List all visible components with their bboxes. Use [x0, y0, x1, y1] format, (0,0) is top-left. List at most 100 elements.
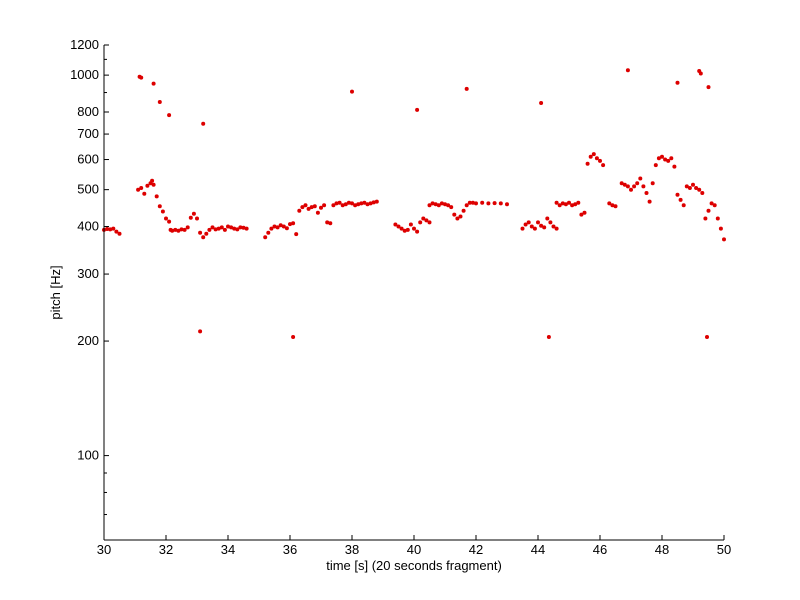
data-point — [424, 218, 429, 223]
x-tick-label: 36 — [283, 542, 297, 557]
data-point — [706, 208, 711, 213]
data-point — [520, 226, 525, 231]
data-point — [275, 225, 280, 230]
data-point — [117, 231, 122, 236]
data-point — [492, 201, 497, 206]
data-point — [632, 184, 637, 189]
data-point — [709, 201, 714, 206]
data-point — [170, 228, 175, 233]
data-point — [629, 187, 633, 192]
y-tick-label: 400 — [77, 219, 99, 234]
data-point — [567, 200, 571, 205]
data-point — [427, 220, 432, 225]
data-point — [601, 163, 606, 168]
data-point — [698, 71, 703, 76]
data-point — [167, 219, 172, 224]
data-point — [638, 176, 643, 181]
data-point — [204, 231, 209, 236]
data-point — [139, 186, 144, 190]
data-point — [198, 329, 203, 334]
data-point — [464, 203, 469, 208]
data-point — [542, 225, 547, 230]
data-point — [421, 216, 426, 221]
data-point — [697, 187, 702, 192]
data-point — [216, 226, 221, 231]
y-tick-label: 500 — [77, 182, 99, 197]
data-point — [244, 226, 249, 231]
data-point — [154, 194, 159, 199]
data-point — [666, 158, 671, 163]
data-point — [219, 225, 224, 230]
data-point — [660, 154, 664, 159]
data-point — [653, 163, 658, 168]
data-point — [669, 156, 674, 161]
data-point — [353, 203, 358, 208]
data-point — [585, 161, 590, 166]
data-point — [498, 201, 503, 206]
data-point — [334, 201, 339, 206]
data-point — [446, 203, 451, 208]
data-point — [464, 86, 469, 91]
y-ticks: 100 200 300 400 500 600 700 800 1000 1200 — [70, 37, 109, 516]
data-point — [210, 225, 215, 230]
data-point — [408, 222, 413, 227]
data-point — [703, 216, 708, 221]
data-point — [399, 226, 404, 231]
data-point — [365, 202, 370, 207]
data-point — [443, 202, 447, 207]
y-tick-label: 1000 — [70, 67, 99, 82]
data-point — [238, 225, 243, 230]
data-point — [266, 230, 271, 235]
data-point — [191, 211, 196, 216]
data-point — [418, 220, 423, 225]
data-point — [647, 199, 652, 204]
data-point — [374, 199, 379, 204]
data-point — [681, 203, 686, 208]
data-point — [546, 335, 551, 339]
data-point — [613, 204, 618, 209]
data-point — [452, 212, 457, 217]
data-point — [396, 224, 401, 229]
data-point — [545, 216, 550, 221]
data-point — [526, 220, 531, 225]
data-point — [588, 154, 593, 159]
data-point — [684, 184, 689, 189]
data-point — [715, 216, 720, 221]
data-point — [303, 203, 308, 208]
data-point — [281, 224, 286, 229]
data-point — [598, 158, 602, 163]
data-point — [164, 216, 168, 221]
data-point — [272, 224, 277, 229]
data-point — [368, 201, 373, 206]
data-point — [241, 225, 246, 230]
data-point — [284, 226, 289, 231]
data-point — [694, 186, 699, 190]
data-point — [371, 200, 376, 205]
data-point — [439, 201, 444, 206]
data-point — [288, 222, 292, 227]
axes — [103, 45, 724, 541]
data-point — [232, 226, 237, 231]
data-point — [675, 192, 680, 197]
data-point — [167, 113, 172, 118]
data-point — [350, 89, 354, 94]
x-tick-label: 48 — [655, 542, 669, 557]
data-point — [691, 182, 695, 187]
data-point — [576, 200, 581, 205]
data-point — [536, 220, 540, 225]
data-point — [594, 156, 599, 161]
data-point — [278, 223, 283, 228]
data-point — [532, 226, 537, 231]
data-point — [467, 200, 472, 205]
data-point — [678, 197, 683, 202]
data-point — [145, 183, 150, 188]
data-point — [474, 201, 478, 206]
data-point — [622, 182, 627, 187]
data-point — [706, 85, 711, 90]
data-point — [470, 200, 475, 205]
data-point — [687, 186, 692, 190]
data-point — [139, 75, 144, 80]
data-point — [635, 181, 640, 186]
data-point — [188, 215, 193, 220]
data-point — [712, 203, 717, 208]
